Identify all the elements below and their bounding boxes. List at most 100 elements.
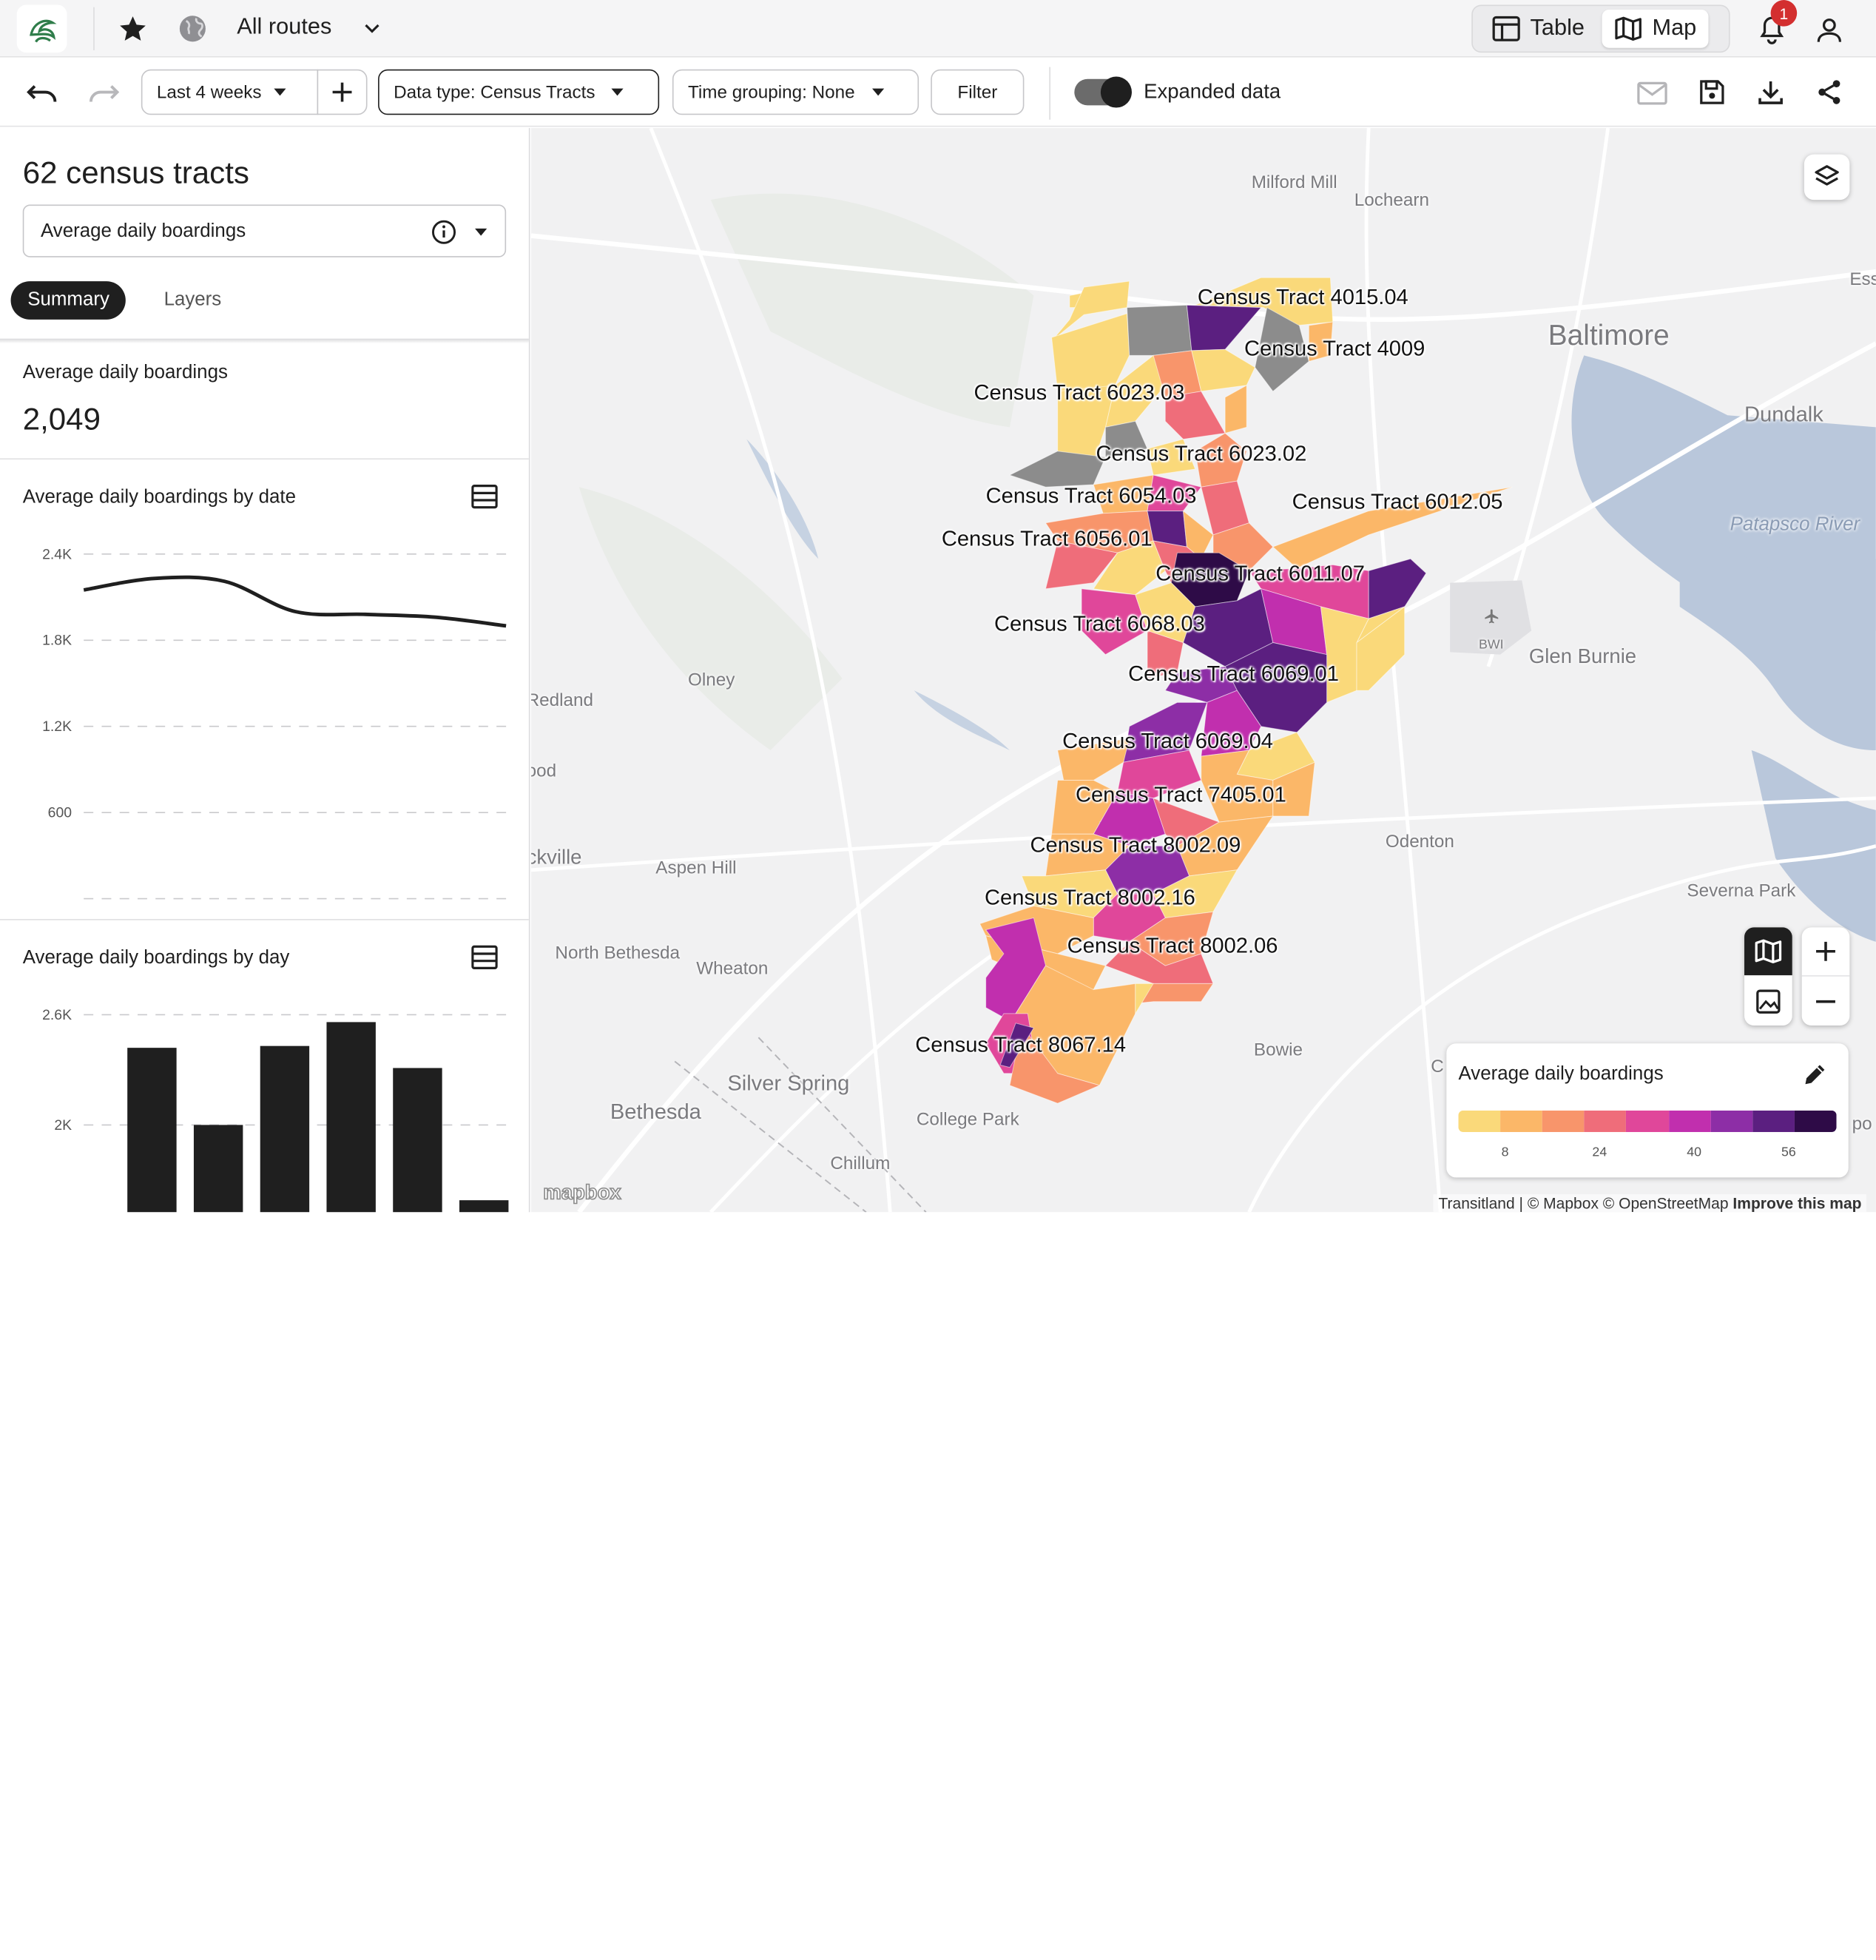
tract-label[interactable]: Census Tract 6012.05	[1292, 489, 1503, 513]
image-icon	[1756, 989, 1781, 1014]
route-dropdown-button[interactable]	[357, 14, 388, 43]
expanded-data-label: Expanded data	[1144, 80, 1281, 104]
zoom-out-button[interactable]	[1802, 977, 1850, 1026]
legend-swatch	[1626, 1110, 1669, 1132]
save-button[interactable]	[1694, 74, 1730, 110]
email-button[interactable]	[1634, 77, 1670, 110]
place-label: Odenton	[1385, 832, 1454, 852]
place-label: Aspen Hill	[655, 858, 737, 879]
place-label: Ess	[1849, 269, 1876, 290]
section-divider	[0, 458, 529, 460]
place-label: C	[1431, 1057, 1444, 1077]
time-grouping-label: Time grouping: None	[687, 81, 855, 103]
expanded-data-toggle[interactable]	[1074, 76, 1132, 108]
legend-tick-label: 40	[1687, 1145, 1702, 1160]
mapbox-logo[interactable]: mapbox	[542, 1180, 621, 1205]
street-style-button[interactable]	[1744, 927, 1792, 976]
time-grouping-dropdown[interactable]: Time grouping: None	[672, 69, 920, 115]
map-attribution: Transitland | © Mapbox © OpenStreetMap I…	[1433, 1194, 1866, 1213]
bar[interactable]	[393, 1068, 442, 1213]
bar[interactable]	[459, 1200, 509, 1213]
undo-button[interactable]	[24, 77, 62, 110]
map-view-label: Map	[1652, 16, 1697, 41]
tract-label[interactable]: Census Tract 6069.01	[1128, 661, 1339, 686]
bar[interactable]	[127, 1048, 177, 1213]
tract-label[interactable]: Census Tract 8002.06	[1067, 933, 1278, 957]
place-label: Redland	[531, 690, 594, 711]
globe-button[interactable]	[175, 11, 211, 47]
metric-dropdown[interactable]: Average daily boardings	[22, 204, 507, 257]
tract-label[interactable]: Census Tract 6054.03	[985, 483, 1197, 508]
redo-button[interactable]	[84, 77, 122, 110]
route-selector-label[interactable]: All routes	[237, 14, 332, 40]
tract-label[interactable]: Census Tract 4009	[1244, 336, 1425, 360]
place-label: Severna Park	[1687, 880, 1796, 901]
tract-label[interactable]: Census Tract 6023.02	[1096, 441, 1307, 466]
info-icon[interactable]	[431, 219, 457, 246]
favorite-star-button[interactable]	[115, 11, 151, 47]
census-tract-layer	[979, 277, 1513, 1104]
tract-label[interactable]: Census Tract 6023.03	[974, 380, 1185, 405]
legend-swatch	[1458, 1110, 1501, 1132]
place-label: Dundalk	[1744, 402, 1823, 426]
legend-swatch	[1500, 1110, 1543, 1132]
tract-label[interactable]: Census Tract 6069.04	[1062, 728, 1273, 753]
reservoir-water	[746, 439, 819, 559]
account-button[interactable]	[1812, 12, 1848, 48]
minus-icon	[1816, 1000, 1835, 1003]
tract-label[interactable]: Census Tract 7405.01	[1075, 782, 1286, 807]
tab-layers[interactable]: Layers	[163, 289, 222, 310]
table-view-icon[interactable]	[471, 485, 498, 509]
download-button[interactable]	[1752, 74, 1789, 110]
line-chart-title: Average daily boardings by date	[22, 487, 296, 508]
map-view-button[interactable]: Map	[1602, 9, 1709, 48]
map-canvas[interactable]: Baltimore Milford Mill Lochearn Dundalk Pata…	[531, 128, 1876, 1213]
satellite-style-button[interactable]	[1744, 977, 1792, 1026]
plus-icon	[332, 82, 352, 102]
place-label: Olney	[687, 670, 735, 691]
tract-label[interactable]: Census Tract 8067.14	[915, 1032, 1127, 1057]
layers-button[interactable]	[1804, 154, 1850, 201]
divider	[1049, 67, 1050, 120]
layers-icon	[1815, 165, 1839, 186]
tract-label[interactable]: Census Tract 6056.01	[941, 526, 1153, 550]
place-label: ckville	[531, 846, 582, 869]
map-icon	[1755, 939, 1782, 963]
tract-label[interactable]: Census Tract 8002.09	[1030, 832, 1241, 857]
y-tick-label: 2.6K	[42, 1007, 72, 1023]
section-divider	[0, 919, 529, 920]
zoom-control	[1801, 927, 1850, 1026]
edit-legend-icon[interactable]	[1801, 1060, 1829, 1089]
place-label: Bethesda	[610, 1099, 701, 1124]
table-view-button[interactable]: Table	[1480, 10, 1597, 48]
bar[interactable]	[326, 1022, 376, 1213]
app-logo[interactable]	[16, 4, 67, 53]
legend-swatch	[1668, 1110, 1711, 1132]
add-date-range-button[interactable]	[317, 69, 368, 115]
bar[interactable]	[260, 1045, 310, 1213]
y-tick-label: 1.8K	[42, 633, 72, 649]
place-label: Baltimore	[1548, 319, 1670, 352]
data-type-dropdown[interactable]: Data type: Census Tracts	[378, 69, 660, 115]
tract-label[interactable]: Census Tract 6011.07	[1155, 561, 1365, 585]
share-icon	[1818, 80, 1840, 104]
place-label: Wheaton	[696, 958, 769, 979]
filter-button[interactable]: Filter	[931, 69, 1025, 115]
table-view-icon[interactable]	[471, 945, 498, 970]
legend-swatch	[1794, 1110, 1837, 1132]
road	[1247, 844, 1876, 1213]
date-range-dropdown[interactable]: Last 4 weeks	[141, 69, 319, 115]
globe-icon	[179, 16, 206, 42]
tract-label[interactable]: Census Tract 6068.03	[993, 611, 1205, 636]
attribution-text[interactable]: Transitland | © Mapbox © OpenStreetMap	[1438, 1194, 1729, 1213]
tab-summary[interactable]: Summary	[10, 281, 126, 320]
improve-map-link[interactable]: Improve this map	[1732, 1194, 1862, 1213]
tract-label[interactable]: Census Tract 8002.16	[985, 885, 1195, 910]
bar[interactable]	[193, 1125, 243, 1213]
share-button[interactable]	[1812, 74, 1848, 110]
legend-color-ramp	[1458, 1110, 1837, 1132]
tract-label[interactable]: Census Tract 4015.04	[1197, 284, 1408, 309]
place-label: po	[1852, 1114, 1872, 1135]
summary-metric-label: Average daily boardings	[22, 363, 228, 383]
zoom-in-button[interactable]	[1801, 927, 1850, 977]
